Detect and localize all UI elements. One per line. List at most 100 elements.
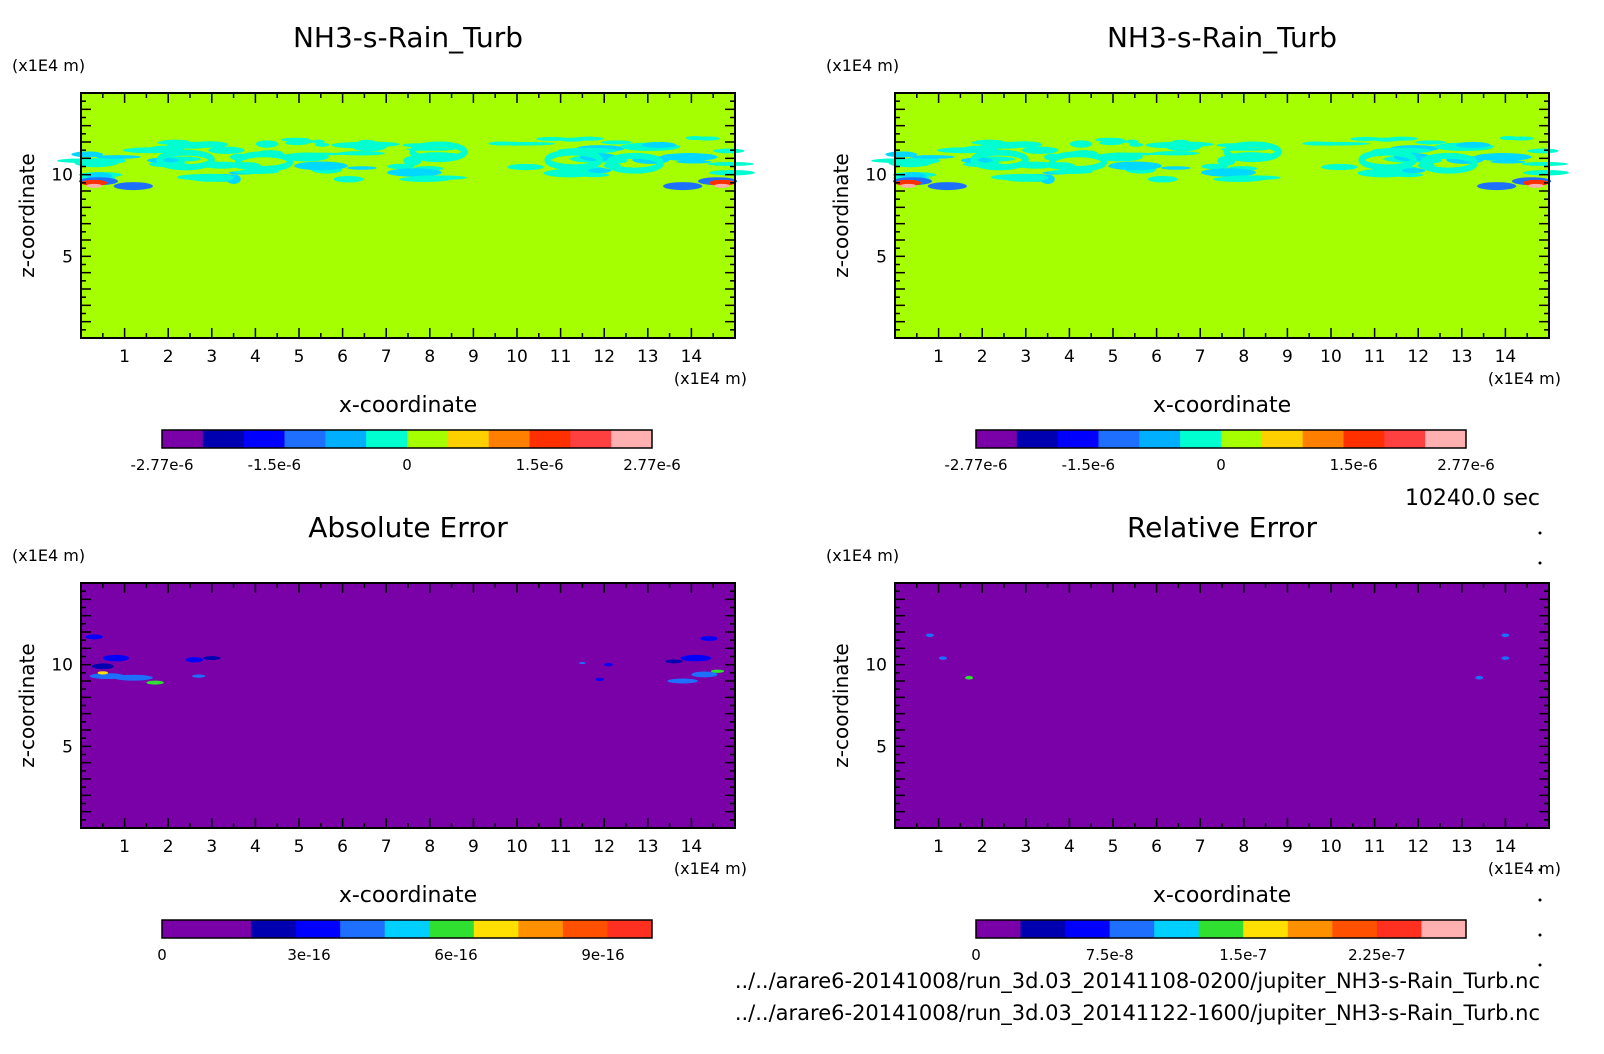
error-patch [604, 663, 613, 667]
cloud-patch [1523, 169, 1569, 176]
cloud-patch [387, 163, 415, 170]
panel-title: Absolute Error [308, 511, 508, 544]
colorbar-tick-label: -1.5e-6 [248, 456, 301, 474]
file-path-2: ../../arare6-20141008/run_3d.03_20141122… [735, 1001, 1540, 1026]
cloud-patch [1521, 162, 1568, 166]
x-tick-label: 5 [294, 837, 305, 857]
field-features [871, 136, 1569, 191]
cloud-patch [71, 151, 104, 158]
panel-title: NH3-s-Rain_Turb [1107, 21, 1337, 54]
colorbar-segment [384, 920, 430, 938]
colorbar: -2.77e-6 -1.5e-6 0 1.5e-6 2.77e-6 [945, 429, 1495, 474]
cloud-patch [1401, 168, 1426, 174]
colorbar-segment [529, 430, 571, 448]
colorbar: -2.77e-6 -1.5e-6 0 1.5e-6 2.77e-6 [131, 429, 681, 474]
x-tick-label: 6 [337, 837, 348, 857]
cloud-swirl [156, 149, 215, 171]
cloud-edge [927, 182, 967, 191]
hot-spot [1522, 179, 1549, 186]
cloud-filament [601, 140, 633, 145]
x-tick-label: 2 [977, 347, 988, 367]
x-tick-label: 5 [1108, 837, 1119, 857]
x-tick-label: 10 [1320, 347, 1342, 367]
field-features [85, 634, 725, 685]
x-tick-label: 2 [163, 347, 174, 367]
colorbar-frame [975, 429, 1467, 449]
x-tick-label: 12 [1407, 347, 1429, 367]
y-unit-label: (x1E4 m) [826, 546, 899, 565]
cloud-filament [1240, 141, 1269, 146]
x-tick-label: 14 [1495, 347, 1517, 367]
colorbar-segment [570, 430, 612, 448]
colorbar-segment [1384, 430, 1426, 448]
edge-dots [1538, 531, 1542, 967]
cloud-filament [1125, 139, 1139, 144]
colorbar-tick-label: 2.25e-7 [1348, 946, 1406, 964]
colorbar-segment [1016, 430, 1059, 448]
x-tick-label: 6 [1151, 347, 1162, 367]
cloud-patch [1151, 151, 1200, 156]
error-speck [938, 656, 947, 660]
cloud-patch [387, 168, 442, 177]
y-tick-label: 10 [865, 656, 887, 676]
x-tick-label: 6 [1151, 837, 1162, 857]
x-tick-label: 1 [933, 837, 944, 857]
x-tick-label: 14 [681, 347, 703, 367]
x-tick-label: 9 [468, 347, 479, 367]
error-patch [146, 680, 164, 685]
y-unit-label: (x1E4 m) [12, 546, 85, 565]
x-tick-label: 2 [163, 837, 174, 857]
error-speck [1501, 633, 1510, 638]
colorbar-tick-label: 3e-16 [287, 946, 330, 964]
y-tick-label: 5 [62, 737, 73, 757]
cloud-patch [1213, 176, 1265, 182]
cloud-patch [399, 176, 451, 182]
colorbar-frame [161, 919, 653, 939]
cloud-edge [1477, 182, 1517, 191]
cloud-patch [346, 166, 377, 170]
cloud-filament [1094, 137, 1125, 142]
colorbar-segment [1221, 430, 1263, 448]
x-tick-label: 7 [1195, 837, 1206, 857]
x-tick-label: 13 [637, 837, 659, 857]
error-patch [691, 671, 718, 678]
cloud-patch [1201, 163, 1229, 170]
y-axis-label: z-coordinate [829, 643, 853, 767]
colorbar-segment [366, 430, 408, 448]
colorbar-segment [407, 430, 449, 448]
file-path-1: ../../arare6-20141008/run_3d.03_20141108… [735, 969, 1540, 994]
colorbar-frame [975, 919, 1467, 939]
hot-spot [895, 179, 922, 186]
x-tick-label: 12 [1407, 837, 1429, 857]
colorbar-segment [429, 920, 475, 938]
error-patch [665, 659, 683, 664]
error-speck [1475, 675, 1484, 680]
cloud-patch [578, 172, 610, 178]
cloud-patch [208, 146, 245, 154]
cloud-patch [909, 155, 955, 159]
cloud-patch [888, 158, 932, 168]
colorbar-segment [206, 920, 252, 938]
cloud-patch [1392, 172, 1424, 178]
colorbar-segment [295, 920, 341, 938]
colorbar-segment [162, 920, 208, 938]
hot-spot [708, 179, 735, 186]
cloud-patch [187, 173, 235, 182]
cloud-patch [709, 169, 755, 176]
cloud-filament [426, 141, 455, 146]
colorbar-tick-label: 1.5e-7 [1219, 946, 1267, 964]
error-patch [667, 678, 698, 684]
colorbar-segment [1332, 920, 1378, 938]
colorbar-segment [562, 920, 608, 938]
y-axis-label: z-coordinate [15, 153, 39, 277]
colorbar-segment [1065, 920, 1111, 938]
colorbar-segment [1109, 920, 1155, 938]
cloud-patch [1154, 141, 1214, 148]
colorbar-segment [447, 430, 490, 448]
cloud-edge [663, 182, 703, 191]
cloud-patch [1474, 153, 1532, 161]
cloud-filament [1129, 142, 1144, 147]
colorbar-segment [1343, 430, 1385, 448]
x-tick-label: 14 [1495, 837, 1517, 857]
field-background [81, 583, 735, 828]
